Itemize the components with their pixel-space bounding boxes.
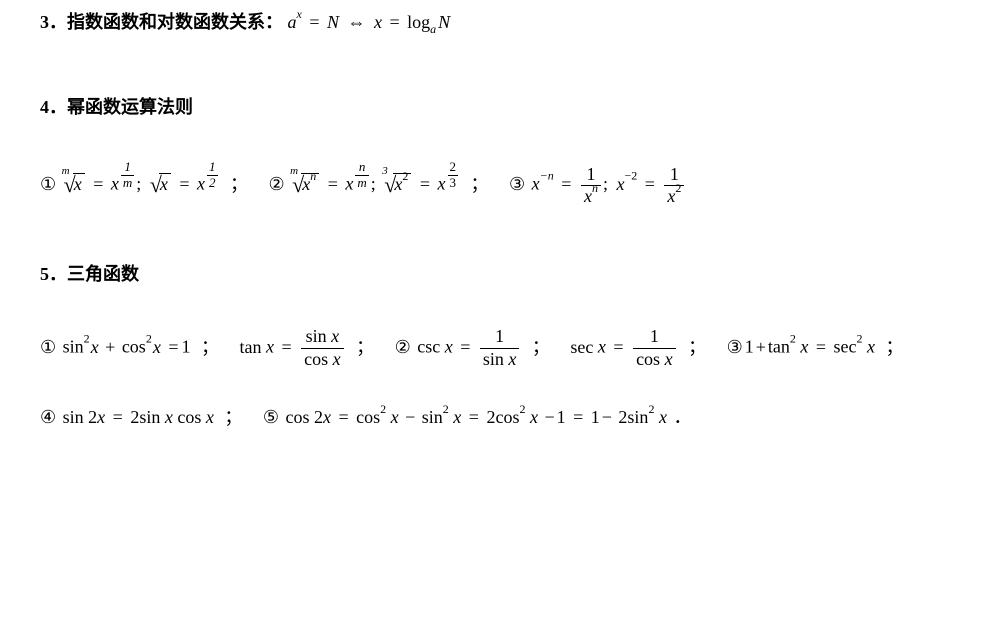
section-4-number: 4． [40, 97, 67, 117]
circled-2b: ② [395, 337, 411, 357]
circled-5: ⑤ [263, 407, 279, 427]
section-4-title: 幂函数运算法则 [67, 97, 193, 117]
section-5-line2: ④ sin 2x = 2sin x cos x ； ⑤ cos 2x = cos… [40, 405, 957, 430]
section-4-heading: 4．幂函数运算法则 [40, 95, 957, 120]
circled-2: ② [269, 174, 285, 194]
frac-1-xn: 1 xn [581, 165, 601, 208]
frac-1-x2: 1 x2 [664, 165, 684, 208]
section-3-title: 指数函数和对数函数关系： [67, 12, 283, 32]
section-4-formulas: ① m √x = x1m; √x = x12 ； ② m √xn = xnm; … [40, 160, 957, 207]
root-3x2: 3 √x2 [384, 170, 411, 201]
section-5-line1: ① sin2x + cos2x =1 ； tan x = sin x cos x… [40, 327, 957, 370]
section-3-number: 3． [40, 12, 67, 32]
document-page: 3．指数函数和对数函数关系： ax = N ⇔ x = logaN 4．幂函数运… [0, 0, 997, 476]
frac-1-cos: 1 cos x [633, 327, 676, 370]
frac-1-sin: 1 sin x [480, 327, 520, 370]
root-mx: m √x [64, 170, 85, 201]
section-5-number: 5． [40, 264, 67, 284]
frac-sin-cos: sin x cos x [301, 327, 344, 370]
circled-3b: ③ [727, 337, 743, 357]
section-5-title: 三角函数 [67, 264, 139, 284]
section-3-formula: ax = N ⇔ x = logaN [288, 12, 451, 32]
root-x: √x [150, 170, 171, 201]
section-5-heading: 5．三角函数 [40, 262, 957, 287]
circled-1: ① [40, 174, 56, 194]
circled-1b: ① [40, 337, 56, 357]
section-3-heading: 3．指数函数和对数函数关系： ax = N ⇔ x = logaN [40, 10, 957, 35]
circled-4: ④ [40, 407, 56, 427]
root-mxn: m √xn [292, 170, 319, 201]
circled-3: ③ [509, 174, 525, 194]
